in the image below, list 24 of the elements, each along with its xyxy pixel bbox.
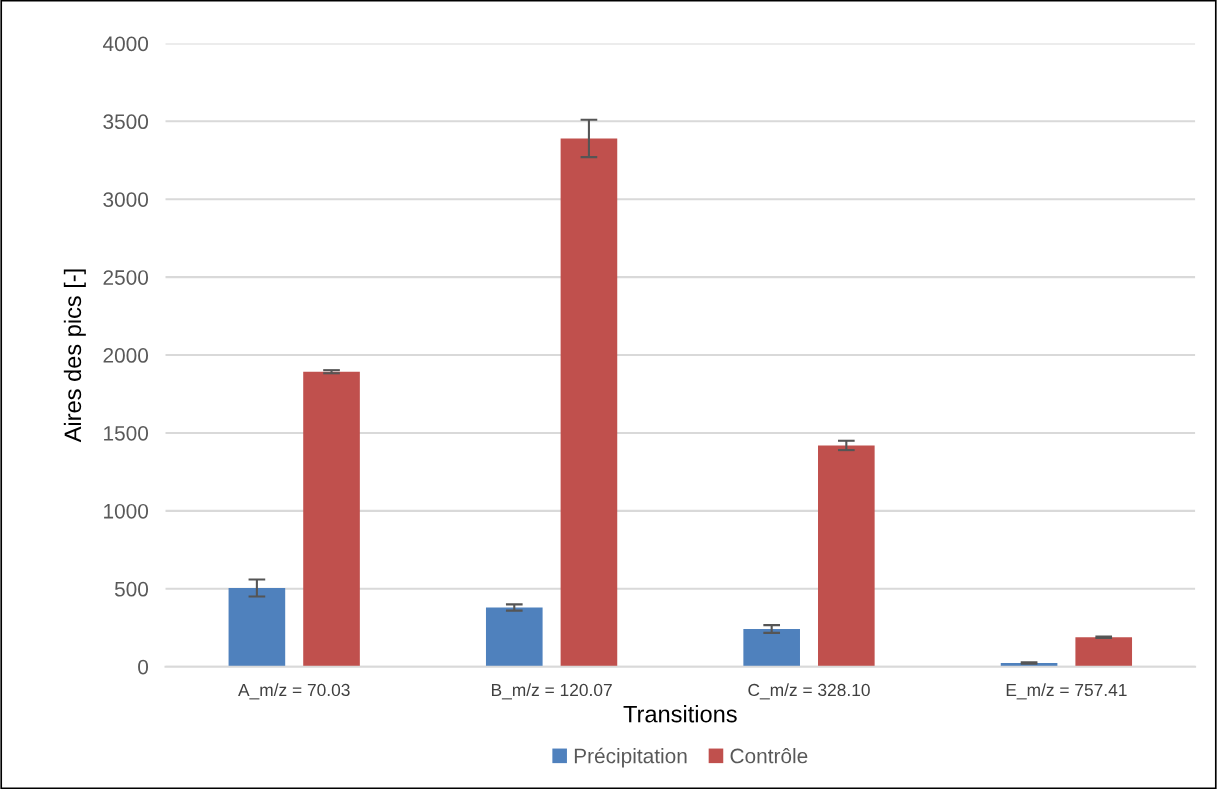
y-axis-title: Aires des pics [-] <box>63 269 86 443</box>
y-tick-label: 3000 <box>103 192 149 207</box>
legend-label: Précipitation <box>574 747 687 768</box>
y-tick-label: 1000 <box>104 503 149 519</box>
y-tick-label: 4000 <box>102 36 149 52</box>
y-tick-label: 2500 <box>103 270 149 285</box>
y-tick-label: 2000 <box>103 348 149 363</box>
bar <box>560 138 618 667</box>
y-tick-label: 500 <box>114 581 149 597</box>
y-tick-label: 1500 <box>104 425 149 441</box>
bar <box>818 445 875 667</box>
x-tick-label: B_m/z = 120.07 <box>491 683 612 700</box>
bar <box>303 371 360 667</box>
bar <box>743 628 800 667</box>
x-tick-label: E_m/z = 757.41 <box>1006 683 1127 700</box>
y-tick-label: 0 <box>138 659 149 675</box>
legend-label: Contrôle <box>730 747 808 764</box>
bar <box>228 588 286 667</box>
bar <box>485 607 543 667</box>
x-tick-label: C_m/z = 328.10 <box>748 683 870 700</box>
x-axis-title: Transitions <box>623 705 737 723</box>
y-tick-label: 3500 <box>103 114 149 130</box>
bar <box>1075 637 1133 667</box>
x-tick-label: A_m/z = 70.03 <box>238 683 350 700</box>
